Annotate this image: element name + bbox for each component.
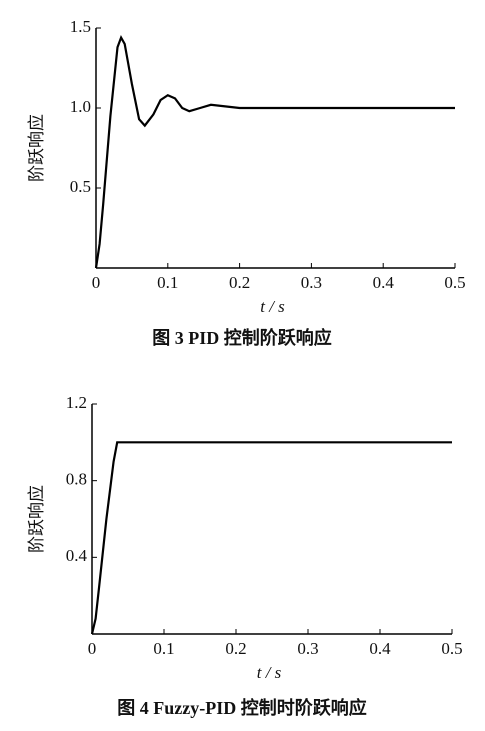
y-axis-label: 阶跃响应 xyxy=(27,485,46,553)
caption: 图 3 PID 控制阶跃响应 xyxy=(152,327,332,348)
x-tick-label: 0.1 xyxy=(157,273,178,292)
x-tick-label: 0.2 xyxy=(225,639,246,658)
x-tick-label: 0.1 xyxy=(153,639,174,658)
x-tick-label: 0 xyxy=(92,273,101,292)
y-tick-label: 0.5 xyxy=(70,177,91,196)
y-tick-label: 1.0 xyxy=(70,97,91,116)
x-tick-label: 0.4 xyxy=(373,273,395,292)
y-tick-label: 1.2 xyxy=(66,393,87,412)
caption: 图 4 Fuzzy-PID 控制时阶跃响应 xyxy=(117,697,366,718)
x-tick-label: 0.2 xyxy=(229,273,250,292)
y-axis-label: 阶跃响应 xyxy=(27,114,46,182)
y-tick-label: 0.8 xyxy=(66,470,87,489)
x-tick-label: 0.5 xyxy=(444,273,465,292)
x-tick-label: 0.4 xyxy=(369,639,391,658)
y-tick-label: 0.4 xyxy=(66,546,88,565)
y-tick-label: 1.5 xyxy=(70,17,91,36)
response-line xyxy=(90,441,452,635)
response-line xyxy=(94,35,455,269)
x-tick-label: 0.5 xyxy=(441,639,462,658)
x-axis-label: t / s xyxy=(260,297,285,316)
x-tick-label: 0.3 xyxy=(301,273,322,292)
x-axis-label: t / s xyxy=(257,663,282,682)
x-tick-label: 0 xyxy=(88,639,97,658)
x-tick-label: 0.3 xyxy=(297,639,318,658)
